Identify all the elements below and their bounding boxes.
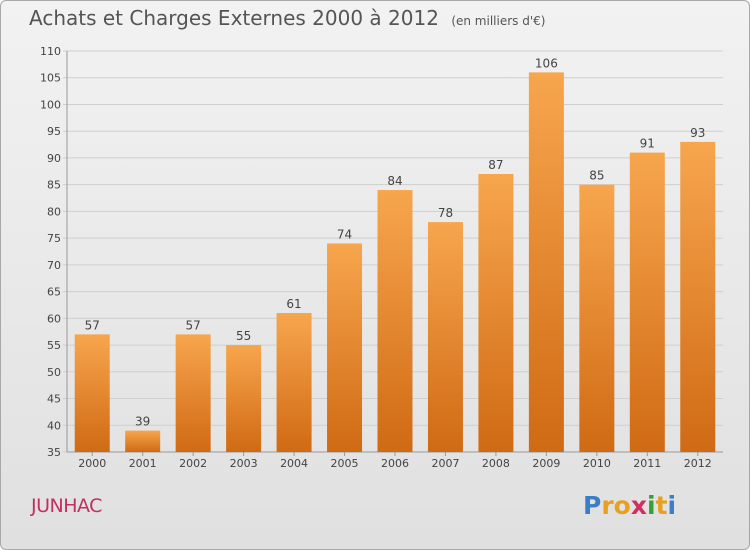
bar-value-label: 57 [85, 318, 100, 332]
y-tick-label: 100 [40, 98, 61, 111]
chart-title: Achats et Charges Externes 2000 à 2012 (… [29, 6, 545, 30]
bar-value-label: 106 [535, 56, 558, 70]
bar-value-label: 84 [387, 174, 402, 188]
y-tick-label: 60 [47, 312, 61, 325]
y-tick-label: 40 [47, 419, 61, 432]
bar-value-label: 78 [438, 206, 453, 220]
logo-letter: i [667, 491, 677, 520]
chart-unit: (en milliers d'€) [451, 14, 546, 28]
logo-letter: P [583, 491, 602, 520]
bar [175, 334, 211, 452]
commune-name: JUNHAC [31, 495, 102, 517]
bar-value-label: 74 [337, 227, 352, 241]
y-tick-label: 35 [47, 446, 61, 459]
x-tick-label: 2003 [230, 457, 258, 470]
bar [327, 243, 363, 452]
y-tick-label: 45 [47, 393, 61, 406]
proxiti-logo: Proxiti [583, 491, 676, 520]
bar [276, 312, 312, 452]
y-tick-label: 80 [47, 205, 61, 218]
y-tick-label: 50 [47, 366, 61, 379]
y-tick-label: 70 [47, 259, 61, 272]
chart-title-text: Achats et Charges Externes 2000 à 2012 [29, 6, 439, 30]
x-tick-label: 2007 [431, 457, 459, 470]
y-tick-label: 90 [47, 152, 61, 165]
y-tick-label: 110 [40, 45, 61, 58]
logo-letter: o [613, 491, 631, 520]
bar [125, 430, 161, 452]
y-tick-label: 95 [47, 125, 61, 138]
bar-value-label: 39 [135, 415, 150, 429]
bar-value-label: 93 [690, 126, 705, 140]
bar [579, 184, 615, 452]
bar-value-label: 87 [488, 158, 503, 172]
bar-value-label: 57 [186, 318, 201, 332]
x-tick-label: 2009 [532, 457, 560, 470]
x-tick-label: 2008 [482, 457, 510, 470]
y-tick-label: 85 [47, 179, 61, 192]
bar [680, 141, 716, 453]
x-tick-label: 2000 [78, 457, 106, 470]
bar [226, 345, 262, 452]
bar [528, 72, 564, 453]
bar [377, 190, 413, 452]
bar [478, 173, 514, 452]
bar-value-label: 55 [236, 329, 251, 343]
y-tick-label: 105 [40, 72, 61, 85]
bar-value-label: 61 [286, 297, 301, 311]
logo-letter: i [647, 491, 656, 520]
y-tick-label: 55 [47, 339, 61, 352]
x-tick-label: 2001 [129, 457, 157, 470]
logo-letter: t [655, 491, 668, 520]
x-tick-label: 2005 [331, 457, 359, 470]
logo-letter: r [601, 491, 614, 520]
x-tick-label: 2011 [633, 457, 661, 470]
bar [629, 152, 665, 452]
bar-value-label: 91 [640, 137, 655, 151]
x-tick-label: 2002 [179, 457, 207, 470]
x-tick-label: 2012 [684, 457, 712, 470]
x-tick-label: 2004 [280, 457, 308, 470]
bar [427, 222, 463, 452]
bar [74, 334, 110, 452]
logo-letter: x [630, 491, 647, 520]
bar-value-label: 85 [589, 169, 604, 183]
y-tick-label: 75 [47, 232, 61, 245]
x-tick-label: 2010 [583, 457, 611, 470]
x-tick-label: 2006 [381, 457, 409, 470]
y-tick-label: 65 [47, 286, 61, 299]
